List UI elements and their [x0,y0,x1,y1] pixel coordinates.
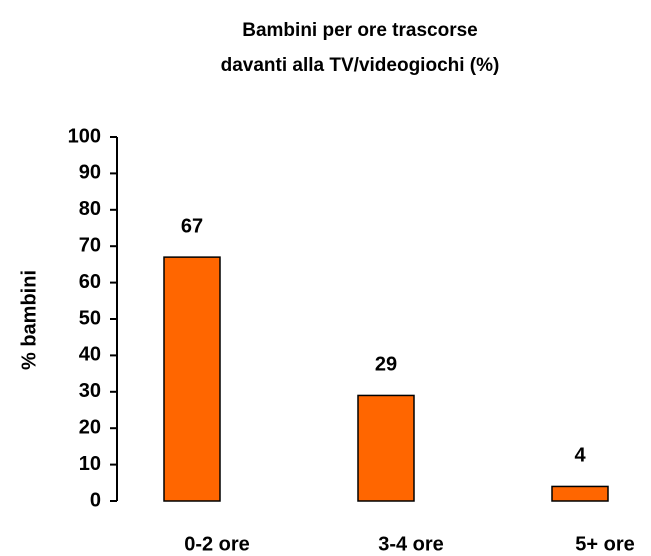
y-tick-label: 100 [68,125,101,147]
chart-title: Bambini per ore trascorse [242,20,477,41]
y-tick-label: 90 [79,162,101,184]
data-label: 4 [574,445,586,467]
data-label: 67 [181,215,203,237]
y-tick-label: 50 [79,307,101,329]
y-tick-label: 0 [90,489,101,511]
y-tick-label: 40 [79,344,101,366]
y-tick-label: 80 [79,198,101,220]
y-tick-label: 60 [79,271,101,293]
bar [163,256,221,502]
y-tick-label: 70 [79,234,101,256]
y-axis-label: % bambini [18,270,40,370]
y-tick-label: 10 [79,453,101,475]
x-tick-label: 0-2 ore [184,533,250,555]
data-label: 29 [375,354,397,376]
x-tick-label: 5+ ore [575,533,634,555]
y-tick-label: 20 [79,416,101,438]
x-tick-label: 3-4 ore [378,533,444,555]
bar [551,485,609,502]
bar [357,394,415,502]
y-tick-label: 30 [79,380,101,402]
chart-title: davanti alla TV/videogiochi (%) [221,55,500,76]
